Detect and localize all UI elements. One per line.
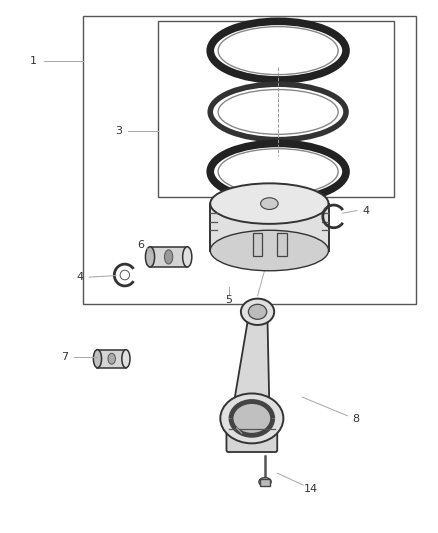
Bar (260, 479, 270, 486)
Bar (83, 16, 416, 304)
Ellipse shape (145, 247, 155, 267)
Text: 4: 4 (76, 272, 83, 282)
Text: 4: 4 (362, 206, 369, 215)
Bar (253, 233, 262, 256)
Ellipse shape (210, 230, 328, 271)
Ellipse shape (232, 402, 272, 434)
Text: 8: 8 (352, 415, 359, 424)
Ellipse shape (108, 353, 116, 364)
Bar (210, 204, 328, 251)
Ellipse shape (93, 350, 102, 368)
Text: 6: 6 (138, 240, 145, 250)
Text: 1: 1 (29, 56, 36, 66)
Ellipse shape (122, 350, 130, 368)
Bar (277, 233, 287, 256)
Ellipse shape (259, 478, 271, 486)
Ellipse shape (220, 393, 283, 443)
Text: 5: 5 (226, 295, 233, 305)
Polygon shape (234, 322, 269, 399)
Ellipse shape (183, 247, 192, 267)
Text: 14: 14 (304, 484, 318, 494)
Bar (97, 350, 126, 368)
Ellipse shape (164, 250, 173, 264)
Ellipse shape (241, 298, 274, 325)
Ellipse shape (261, 198, 278, 209)
Text: 3: 3 (115, 126, 122, 135)
Text: 7: 7 (61, 352, 68, 362)
Bar (150, 247, 187, 267)
Ellipse shape (248, 304, 267, 319)
Ellipse shape (210, 183, 328, 224)
Bar (158, 21, 394, 197)
Text: 9: 9 (241, 433, 248, 443)
FancyBboxPatch shape (226, 426, 277, 452)
